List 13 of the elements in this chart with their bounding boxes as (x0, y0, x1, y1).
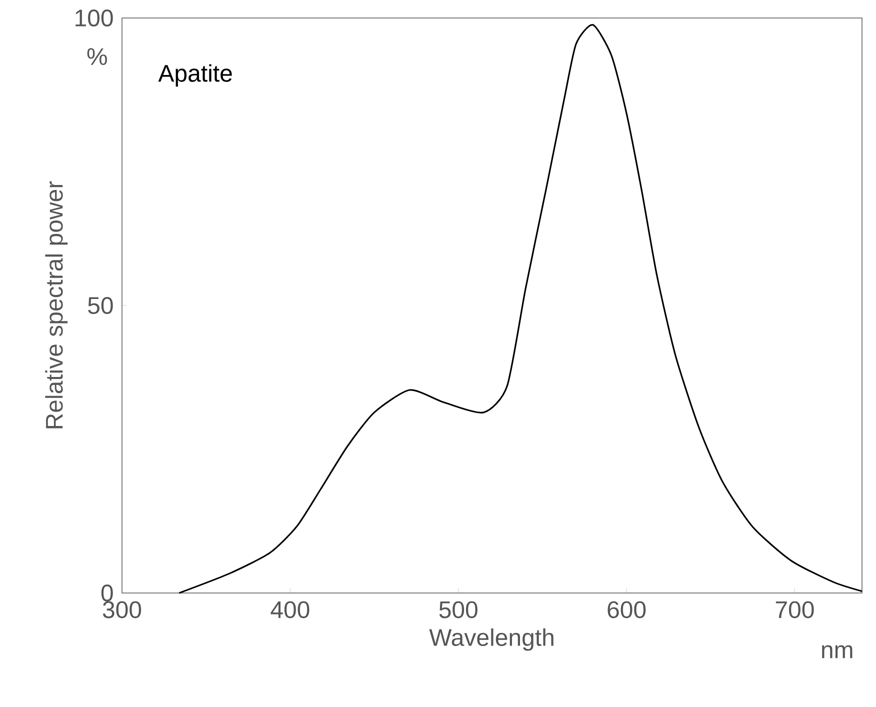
x-tick-label: 400 (270, 601, 310, 618)
y-axis-title: Relative spectral power (45, 181, 68, 428)
x-axis-title: Wavelength (429, 628, 554, 651)
text: % (87, 48, 107, 65)
text: Apatite (158, 64, 232, 87)
y-tick-label: 100 (76, 9, 113, 26)
y-tick-label: 0 (101, 584, 113, 602)
x-tick-label: 700 (776, 601, 814, 618)
x-tick-label: 600 (608, 601, 646, 618)
x-tick-label: 300 (102, 601, 142, 618)
x-tick-label: 500 (439, 601, 478, 618)
y-tick-label: 50 (88, 296, 113, 314)
text: nm (822, 645, 852, 658)
